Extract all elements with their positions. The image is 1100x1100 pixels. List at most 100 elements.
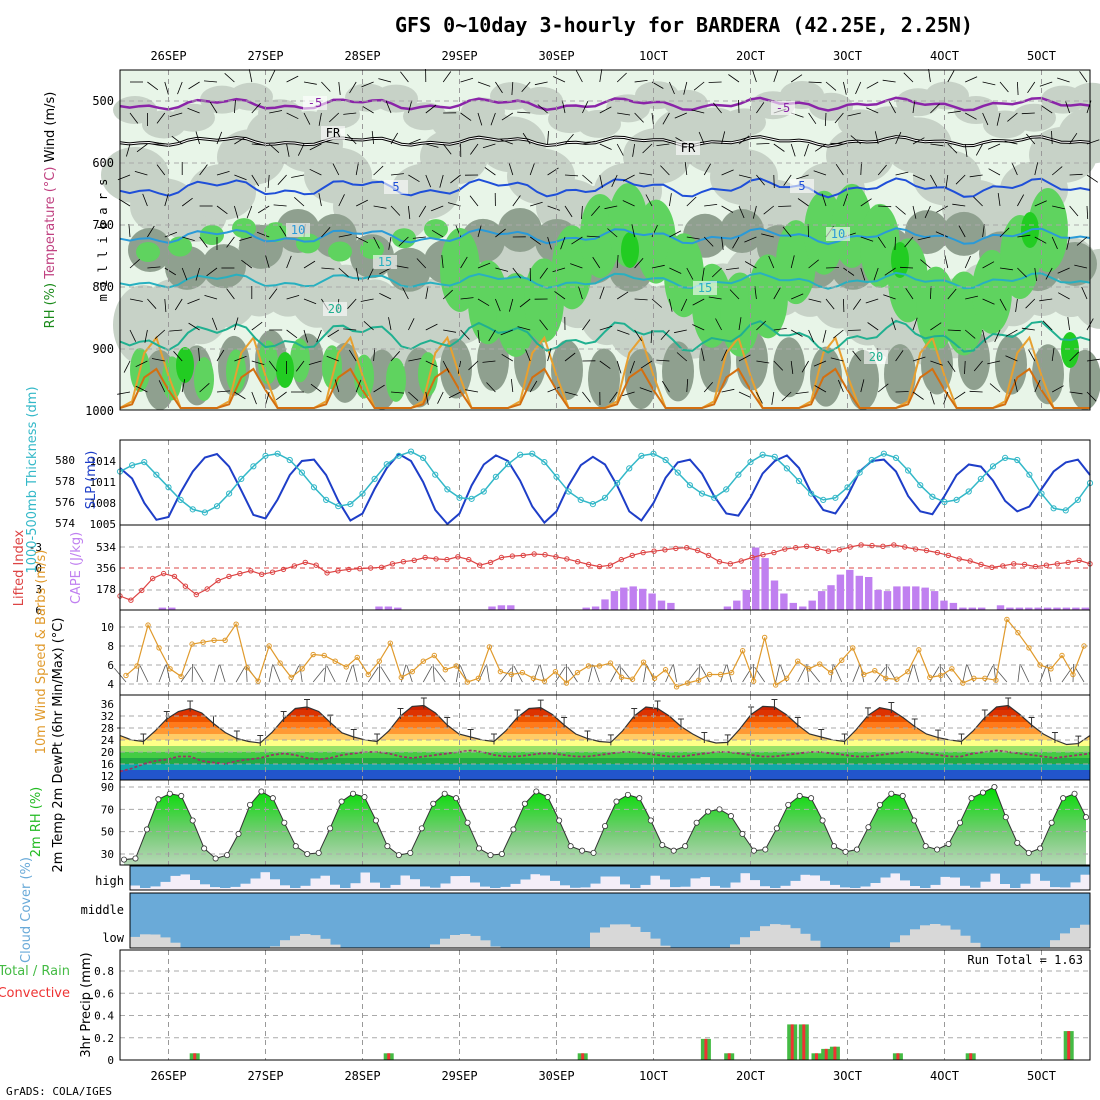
cloud-low-bar — [970, 942, 981, 948]
wind-barb — [490, 112, 496, 126]
y-axis-label-slp: SLP (mb) — [84, 451, 99, 510]
wind-barb — [808, 259, 819, 269]
wind-speed-marker — [839, 657, 845, 663]
isotherm-label: FR — [681, 141, 696, 155]
wind-barb — [126, 143, 131, 157]
wind-barb — [982, 81, 996, 86]
wind-barb-10m — [513, 665, 523, 683]
cloud-low-bar — [730, 944, 741, 948]
wind-barb — [704, 204, 718, 207]
wind-barb — [198, 347, 200, 362]
wind-barb — [326, 355, 339, 362]
wind-barb — [873, 267, 879, 281]
rh-shade — [387, 247, 431, 292]
wind-barb — [920, 259, 931, 269]
wind-barb — [408, 205, 411, 219]
rh-marker — [739, 830, 746, 837]
lifted-index-marker — [967, 558, 973, 564]
left-tick-label: 574 — [55, 517, 75, 530]
wind-barb — [224, 73, 235, 83]
wind-barb — [571, 236, 583, 245]
wind-barb — [522, 132, 531, 145]
date-label-top: 5OCT — [1027, 49, 1056, 63]
date-label-bottom: 5OCT — [1027, 1069, 1056, 1083]
y-tick-label: 30 — [101, 848, 114, 861]
cloud-high-bar — [560, 866, 571, 886]
thickness-marker — [856, 469, 863, 476]
thickness-marker — [783, 465, 790, 472]
wind-barb — [500, 329, 513, 336]
wind-barb-10m — [742, 666, 753, 683]
rh-shade — [664, 89, 708, 118]
wind-barb — [599, 325, 613, 331]
rh-shade — [165, 245, 209, 290]
rh-marker — [957, 819, 964, 826]
wind-barb — [616, 254, 619, 269]
cloud-low-bar — [470, 935, 481, 948]
wind-barb — [395, 265, 409, 269]
isotherm-label-bg — [676, 141, 700, 155]
wind-barb — [692, 324, 705, 331]
thickness-marker — [989, 463, 997, 470]
wind-barb — [721, 349, 728, 362]
wind-barb — [738, 174, 752, 179]
wind-barb — [669, 81, 675, 95]
cloud-low-bar — [630, 926, 641, 948]
wind-barb — [1025, 298, 1036, 309]
wind-barb — [1069, 173, 1083, 176]
thickness-marker — [310, 484, 318, 491]
y-tick-label: 700 — [92, 218, 114, 232]
rh-marker — [991, 784, 998, 791]
wind-speed-marker — [266, 643, 272, 649]
isotherm-label-bg — [286, 223, 310, 237]
wind-barb — [994, 329, 1001, 343]
precip-convective-bar — [193, 1053, 197, 1060]
wind-barb — [1007, 112, 1018, 122]
wind-barb — [683, 81, 688, 95]
wind-barb — [1058, 292, 1070, 300]
right-tick-label: 1008 — [90, 497, 117, 510]
cape-bar — [1053, 607, 1061, 610]
lifted-index-marker — [694, 547, 701, 554]
wind-barb — [418, 205, 427, 218]
wind-barb — [286, 75, 299, 83]
chart-title: GFS 0~10day 3-hourly for BARDERA (42.25E… — [395, 13, 973, 37]
lifted-index-marker — [378, 564, 385, 570]
isotherm-label: 5 — [798, 179, 805, 193]
wind-speed-marker — [673, 684, 680, 690]
wind-barb — [582, 140, 596, 145]
cape-bar — [789, 602, 797, 610]
cloud-low-bar — [940, 925, 951, 948]
lifted-index-marker — [1076, 557, 1082, 563]
wind-barb — [738, 391, 751, 398]
isotherm-freezing-core — [119, 136, 1091, 147]
rh-shade — [662, 341, 694, 402]
thickness-marker — [201, 509, 208, 516]
rh-shade — [136, 242, 160, 262]
wind-barb — [834, 112, 844, 124]
rh-marker — [567, 843, 574, 850]
isotherm-minus5 — [119, 96, 1091, 112]
wind-barb-10m — [191, 663, 194, 683]
lifted-index-marker — [324, 570, 330, 576]
wind-barb — [188, 81, 200, 90]
wind-barb — [693, 81, 705, 91]
wind-barb — [756, 391, 763, 404]
y-axis-label-cloud: Cloud Cover (%) — [19, 857, 34, 963]
wind-barb — [484, 167, 496, 176]
wind-barb — [442, 143, 452, 155]
rh-marker — [888, 790, 895, 797]
isotherm-label: 20 — [328, 302, 342, 316]
cape-bar — [601, 599, 609, 610]
wind-barb — [813, 360, 827, 367]
wind-barb — [530, 201, 543, 207]
wind-speed-marker — [750, 678, 757, 684]
wind-barb — [669, 298, 673, 312]
wind-barb — [982, 112, 989, 126]
cloud-high-bar — [360, 866, 371, 873]
cloud-high-bar — [990, 866, 1001, 874]
wind-barb — [830, 142, 844, 145]
wind-barb — [509, 298, 514, 312]
wind-barb — [660, 165, 670, 176]
cape-bar — [761, 558, 769, 610]
